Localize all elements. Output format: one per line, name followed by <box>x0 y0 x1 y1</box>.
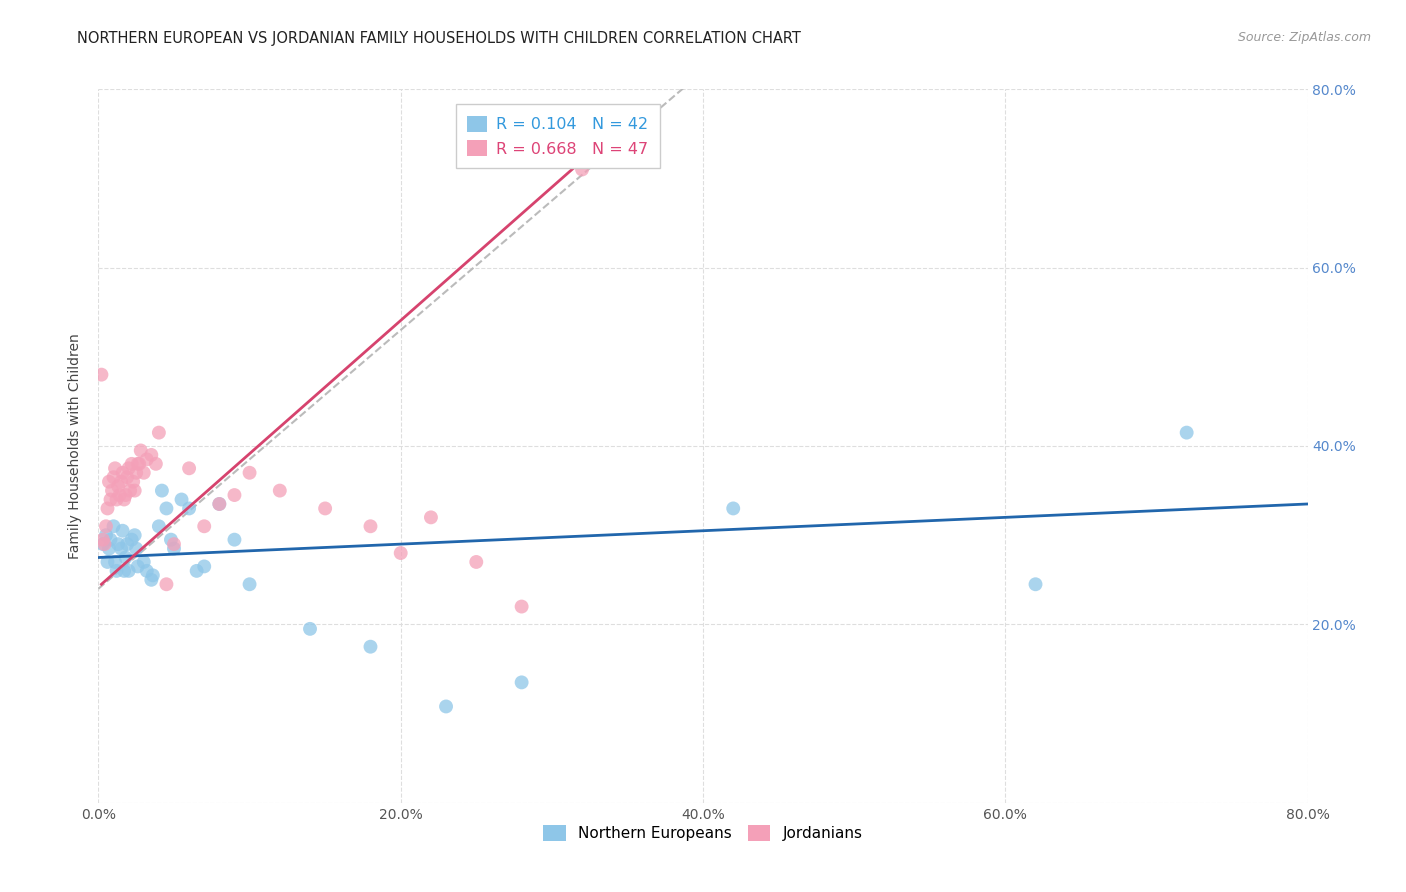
Point <box>160 533 183 547</box>
Text: Source: ZipAtlas.com: Source: ZipAtlas.com <box>1237 31 1371 45</box>
Point <box>148 425 170 440</box>
Point <box>90 368 112 382</box>
Point <box>186 564 208 578</box>
Point <box>121 457 143 471</box>
Point <box>510 599 533 614</box>
Point <box>239 577 262 591</box>
Point <box>108 488 131 502</box>
Point <box>150 483 173 498</box>
Point <box>94 528 117 542</box>
Point <box>170 492 193 507</box>
Point <box>571 162 593 177</box>
Point <box>121 533 143 547</box>
Point <box>163 541 186 556</box>
Point <box>111 466 134 480</box>
Point <box>389 546 412 560</box>
Point <box>103 470 125 484</box>
Point <box>112 492 135 507</box>
Point <box>1175 425 1198 440</box>
Point <box>104 555 127 569</box>
Point <box>124 483 146 498</box>
Point <box>115 470 138 484</box>
Point <box>269 483 291 498</box>
Point <box>723 501 745 516</box>
Point <box>148 519 170 533</box>
Point <box>135 452 157 467</box>
Point <box>125 541 148 556</box>
Point <box>145 457 167 471</box>
Point <box>127 559 149 574</box>
Legend: Northern Europeans, Jordanians: Northern Europeans, Jordanians <box>536 817 870 848</box>
Point <box>155 577 177 591</box>
Point <box>107 537 129 551</box>
Point <box>96 501 118 516</box>
Point <box>98 475 121 489</box>
Point <box>314 501 336 516</box>
Point <box>93 537 115 551</box>
Point <box>115 537 138 551</box>
Point <box>128 457 150 471</box>
Point <box>127 457 149 471</box>
Point <box>96 555 118 569</box>
Point <box>112 564 135 578</box>
Point <box>101 483 124 498</box>
Point <box>224 488 246 502</box>
Point <box>122 475 145 489</box>
Point <box>105 564 128 578</box>
Point <box>100 533 122 547</box>
Point <box>132 466 155 480</box>
Point <box>98 541 121 556</box>
Point <box>179 461 201 475</box>
Point <box>208 497 231 511</box>
Point <box>360 519 382 533</box>
Point <box>135 564 157 578</box>
Point <box>129 443 152 458</box>
Point <box>434 699 457 714</box>
Point <box>105 492 128 507</box>
Point <box>111 524 134 538</box>
Point <box>104 461 127 475</box>
Point <box>110 475 132 489</box>
Point <box>120 483 142 498</box>
Point <box>91 533 114 547</box>
Point <box>299 622 322 636</box>
Point <box>510 675 533 690</box>
Point <box>124 528 146 542</box>
Point <box>107 479 129 493</box>
Point <box>142 568 165 582</box>
Point <box>103 519 125 533</box>
Point <box>141 573 163 587</box>
Point <box>118 564 141 578</box>
Point <box>94 519 117 533</box>
Point <box>208 497 231 511</box>
Point <box>118 461 141 475</box>
Point <box>125 466 148 480</box>
Y-axis label: Family Households with Children: Family Households with Children <box>69 333 83 559</box>
Point <box>155 501 177 516</box>
Point <box>110 541 132 556</box>
Point <box>465 555 488 569</box>
Text: NORTHERN EUROPEAN VS JORDANIAN FAMILY HOUSEHOLDS WITH CHILDREN CORRELATION CHART: NORTHERN EUROPEAN VS JORDANIAN FAMILY HO… <box>77 31 801 46</box>
Point <box>360 640 382 654</box>
Point <box>114 550 136 565</box>
Point <box>224 533 246 547</box>
Point <box>100 492 122 507</box>
Point <box>239 466 262 480</box>
Point <box>163 537 186 551</box>
Point <box>193 519 215 533</box>
Point <box>1024 577 1046 591</box>
Point <box>114 488 136 502</box>
Point <box>193 559 215 574</box>
Point <box>132 555 155 569</box>
Point <box>141 448 163 462</box>
Point <box>179 501 201 516</box>
Point <box>420 510 443 524</box>
Point <box>91 537 114 551</box>
